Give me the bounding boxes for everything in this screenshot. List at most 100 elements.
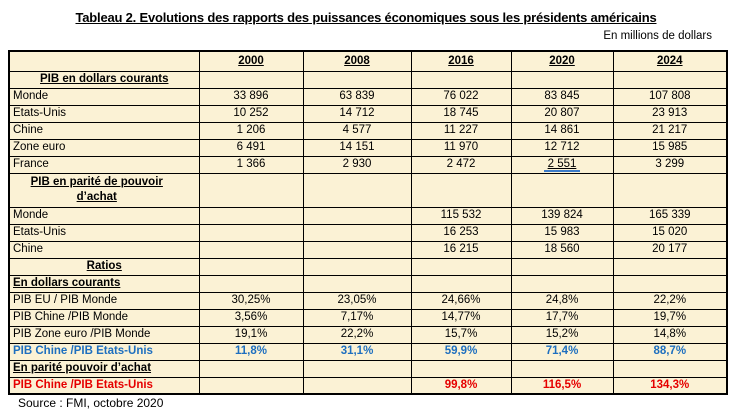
cell-value: 14 712 bbox=[339, 107, 375, 119]
cell-value: 83 845 bbox=[544, 90, 580, 102]
cell-value: 139 824 bbox=[541, 209, 583, 221]
cell-value: 24,8% bbox=[545, 294, 579, 306]
table-cell: 16 215 bbox=[410, 240, 512, 259]
cell-value: 14 861 bbox=[544, 124, 580, 136]
year-column-header: 2020 bbox=[510, 50, 614, 72]
table-cell: 16 253 bbox=[410, 223, 512, 242]
row-label: Ratios bbox=[86, 260, 122, 272]
table-cell: 24,66% bbox=[410, 291, 512, 310]
table-cell: 116,5% bbox=[510, 376, 614, 395]
row-label-cell: Zone euro bbox=[8, 138, 200, 157]
row-label-cell: France bbox=[8, 155, 200, 174]
table-cell: 10 252 bbox=[198, 104, 304, 123]
row-label: PIB Chine /PIB Etats-Unis bbox=[13, 345, 153, 357]
table-cell: 1 366 bbox=[198, 155, 304, 174]
table-cell: 4 577 bbox=[302, 121, 412, 140]
cell-value: 14,77% bbox=[441, 311, 481, 323]
table-row: En parité pouvoir d’achat bbox=[8, 359, 728, 378]
table-cell bbox=[302, 257, 412, 276]
page-title: Tableau 2. Evolutions des rapports des p… bbox=[75, 10, 657, 25]
row-label: Etats-Unis bbox=[13, 226, 67, 238]
table-cell bbox=[302, 172, 412, 208]
cell-value: 18 745 bbox=[443, 107, 479, 119]
table-row: En dollars courants bbox=[8, 274, 728, 293]
year-label: 2000 bbox=[238, 54, 264, 67]
table-row: Chine 16 215 18 560 20 177 bbox=[8, 240, 728, 259]
cell-value: 14,8% bbox=[653, 328, 687, 340]
table-header-row: 2000 2008 2016 2020 2024 bbox=[8, 50, 728, 72]
table-cell: 2 472 bbox=[410, 155, 512, 174]
row-label: Chine bbox=[13, 243, 44, 255]
table-cell: 2 930 bbox=[302, 155, 412, 174]
table-cell bbox=[410, 70, 512, 89]
table-cell: 33 896 bbox=[198, 87, 304, 106]
cell-value: 11 227 bbox=[443, 124, 479, 136]
cell-value: 7,17% bbox=[340, 311, 374, 323]
table-cell bbox=[612, 359, 728, 378]
table-cell: 15,7% bbox=[410, 325, 512, 344]
economic-powers-table: 2000 2008 2016 2020 2024 PIB en dollars coura… bbox=[8, 50, 728, 395]
cell-value: 1 206 bbox=[236, 124, 266, 136]
table-cell: 24,8% bbox=[510, 291, 614, 310]
table-cell bbox=[612, 274, 728, 293]
table-cell: 23,05% bbox=[302, 291, 412, 310]
header-empty-cell bbox=[8, 50, 200, 72]
table-cell: 31,1% bbox=[302, 342, 412, 361]
table-cell: 14,77% bbox=[410, 308, 512, 327]
table-cell: 6 491 bbox=[198, 138, 304, 157]
row-label: France bbox=[13, 158, 49, 170]
table-cell bbox=[302, 70, 412, 89]
row-label-cell: Etats-Unis bbox=[8, 104, 200, 123]
cell-value: 2 472 bbox=[446, 158, 476, 170]
table-cell bbox=[198, 359, 304, 378]
cell-value: 59,9% bbox=[444, 345, 478, 357]
cell-value: 2 551 bbox=[543, 158, 581, 172]
row-label-cell: PIB en parité de pouvoir d’achat bbox=[8, 172, 200, 208]
cell-value: 30,25% bbox=[231, 294, 271, 306]
table-row: PIB en dollars courants bbox=[8, 70, 728, 89]
cell-value: 15,7% bbox=[444, 328, 478, 340]
cell-value: 20 807 bbox=[544, 107, 580, 119]
table-cell bbox=[510, 274, 614, 293]
cell-value: 23,05% bbox=[337, 294, 377, 306]
cell-value: 31,1% bbox=[340, 345, 374, 357]
cell-value: 11 970 bbox=[443, 141, 479, 153]
table-cell bbox=[302, 274, 412, 293]
cell-value: 11,8% bbox=[235, 345, 267, 357]
table-cell: 23 913 bbox=[612, 104, 728, 123]
cell-value: 63 839 bbox=[339, 90, 375, 102]
cell-value: 22,2% bbox=[340, 328, 374, 340]
cell-value: 20 177 bbox=[652, 243, 688, 255]
year-label: 2016 bbox=[448, 54, 474, 67]
table-cell: 22,2% bbox=[612, 291, 728, 310]
table-cell: 20 807 bbox=[510, 104, 614, 123]
table-row: PIB Chine /PIB Etats-Unis 99,8% 116,5% 134,… bbox=[8, 376, 728, 395]
table-cell: 134,3% bbox=[612, 376, 728, 395]
cell-value: 33 896 bbox=[233, 90, 269, 102]
table-cell bbox=[510, 257, 614, 276]
table-cell bbox=[302, 240, 412, 259]
row-label-cell: Chine bbox=[8, 240, 200, 259]
table-cell bbox=[510, 70, 614, 89]
table-cell bbox=[612, 172, 728, 208]
table-cell bbox=[510, 359, 614, 378]
table-row: Etats-Unis 16 253 15 983 15 020 bbox=[8, 223, 728, 242]
table-cell bbox=[198, 240, 304, 259]
cell-value: 15 985 bbox=[652, 141, 688, 153]
table-cell bbox=[302, 206, 412, 225]
table-cell bbox=[612, 70, 728, 89]
row-label: PIB EU / PIB Monde bbox=[13, 294, 118, 306]
table-cell: 11,8% bbox=[198, 342, 304, 361]
table-cell: 18 560 bbox=[510, 240, 614, 259]
table-row: Zone euro 6 491 14 151 11 970 12 712 15 985 bbox=[8, 138, 728, 157]
table-cell: 19,7% bbox=[612, 308, 728, 327]
table-row: PIB Zone euro /PIB Monde 19,1% 22,2% 15,7% 1… bbox=[8, 325, 728, 344]
year-label: 2008 bbox=[344, 54, 370, 67]
table-row: Chine 1 206 4 577 11 227 14 861 21 217 bbox=[8, 121, 728, 140]
table-row: PIB Chine /PIB Monde 3,56% 7,17% 14,77% 17,7… bbox=[8, 308, 728, 327]
year-label: 2020 bbox=[549, 54, 575, 67]
source-note: Source : FMI, octobre 2020 bbox=[18, 396, 164, 410]
row-label-cell: En parité pouvoir d’achat bbox=[8, 359, 200, 378]
table-row: PIB en parité de pouvoir d’achat bbox=[8, 172, 728, 208]
cell-value: 88,7% bbox=[653, 345, 687, 357]
